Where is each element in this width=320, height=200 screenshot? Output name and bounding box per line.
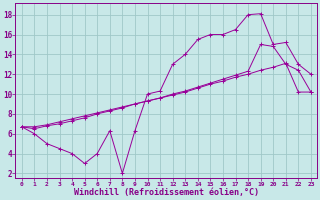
X-axis label: Windchill (Refroidissement éolien,°C): Windchill (Refroidissement éolien,°C) (74, 188, 259, 197)
